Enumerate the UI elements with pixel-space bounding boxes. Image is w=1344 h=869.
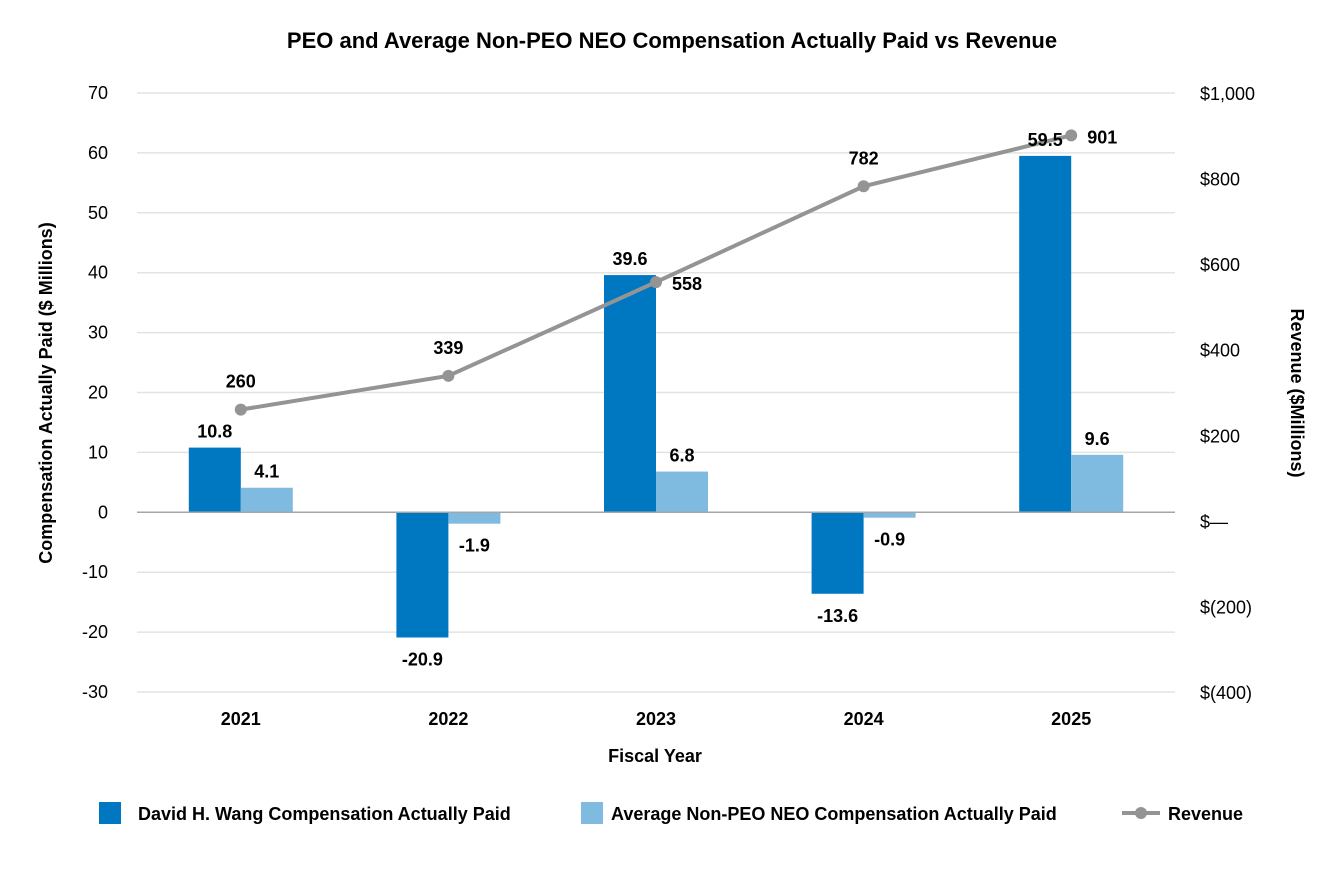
x-tick-label: 2023 bbox=[636, 709, 676, 729]
non-peo-bar bbox=[448, 512, 501, 524]
revenue-marker bbox=[1065, 129, 1078, 142]
x-tick-label: 2022 bbox=[428, 709, 468, 729]
y2-tick-label: $600 bbox=[1200, 255, 1240, 275]
y-tick-label: -10 bbox=[82, 562, 108, 582]
peo-data-label: -20.9 bbox=[402, 649, 443, 669]
x-tick-label: 2021 bbox=[221, 709, 261, 729]
y2-tick-label: $200 bbox=[1200, 426, 1240, 446]
non-peo-data-label: 6.8 bbox=[669, 446, 694, 466]
non-peo-data-label: -0.9 bbox=[874, 530, 905, 550]
peo-data-label: 59.5 bbox=[1028, 130, 1063, 150]
peo-bar bbox=[604, 275, 656, 513]
peo-data-label: -13.6 bbox=[817, 606, 858, 626]
revenue-data-label: 339 bbox=[433, 338, 463, 358]
y2-tick-label: $— bbox=[1200, 512, 1228, 532]
y2-tick-label: $(200) bbox=[1200, 597, 1252, 617]
y-tick-label: 70 bbox=[88, 83, 108, 103]
x-axis-title: Fiscal Year bbox=[608, 746, 702, 766]
revenue-data-label: 782 bbox=[849, 148, 879, 168]
x-tick-label: 2024 bbox=[844, 709, 884, 729]
legend-label-revenue: Revenue bbox=[1168, 804, 1243, 824]
y2-axis-title: Revenue ($Millions) bbox=[1287, 308, 1307, 477]
legend: David H. Wang Compensation Actually Paid… bbox=[99, 802, 1243, 824]
data-labels: 10.8 -20.9 39.6 -13.6 59.5 4.1 -1.9 6.8 -0.9 9.6 2… bbox=[197, 127, 1117, 669]
non-peo-bar bbox=[656, 471, 708, 513]
y-tick-label: 10 bbox=[88, 442, 108, 462]
y-tick-label: 0 bbox=[98, 502, 108, 522]
revenue-data-label: 260 bbox=[226, 372, 256, 392]
non-peo-bar bbox=[863, 512, 916, 518]
y-tick-label: 50 bbox=[88, 203, 108, 223]
non-peo-data-label: 4.1 bbox=[254, 462, 279, 482]
y2-tick-label: $1,000 bbox=[1200, 84, 1255, 104]
y-tick-label: 40 bbox=[88, 263, 108, 283]
peo-bar bbox=[811, 512, 864, 594]
legend-swatch-non-peo bbox=[581, 802, 603, 824]
revenue-marker bbox=[234, 403, 247, 416]
peo-data-label: 10.8 bbox=[197, 422, 232, 442]
legend-marker-revenue bbox=[1135, 807, 1147, 819]
revenue-data-label: 901 bbox=[1087, 127, 1117, 147]
y-tick-label: 20 bbox=[88, 383, 108, 403]
y-tick-label: 30 bbox=[88, 323, 108, 343]
non-peo-bar bbox=[1071, 454, 1124, 513]
peo-data-label: 39.6 bbox=[612, 249, 647, 269]
non-peo-bar bbox=[240, 487, 293, 513]
revenue-marker bbox=[857, 180, 870, 193]
peo-bar bbox=[188, 447, 241, 513]
y-tick-label: -20 bbox=[82, 622, 108, 642]
peo-bar bbox=[1019, 155, 1072, 513]
peo-bar bbox=[396, 512, 449, 638]
revenue-line bbox=[234, 129, 1078, 416]
revenue-marker bbox=[650, 276, 662, 289]
bars bbox=[188, 155, 1124, 638]
revenue-data-label: 558 bbox=[672, 274, 702, 294]
x-tick-label: 2025 bbox=[1051, 709, 1091, 729]
y-axis-title: Compensation Actually Paid ($ Millions) bbox=[36, 222, 56, 563]
y2-tick-label: $(400) bbox=[1200, 683, 1252, 703]
non-peo-data-label: 9.6 bbox=[1085, 429, 1110, 449]
axes: -30 -20 -10 0 10 20 30 40 50 60 70 $(400) $(200) $— $2… bbox=[82, 83, 1255, 729]
legend-swatch-peo bbox=[99, 802, 121, 824]
y2-tick-label: $800 bbox=[1200, 170, 1240, 190]
chart-title: PEO and Average Non-PEO NEO Compensation… bbox=[287, 28, 1057, 53]
non-peo-data-label: -1.9 bbox=[459, 536, 490, 556]
legend-label-non-peo: Average Non-PEO NEO Compensation Actuall… bbox=[611, 804, 1057, 824]
revenue-marker bbox=[442, 369, 455, 382]
y-tick-label: -30 bbox=[82, 682, 108, 702]
legend-label-peo: David H. Wang Compensation Actually Paid bbox=[138, 804, 511, 824]
y-tick-label: 60 bbox=[88, 143, 108, 163]
y2-tick-label: $400 bbox=[1200, 341, 1240, 361]
